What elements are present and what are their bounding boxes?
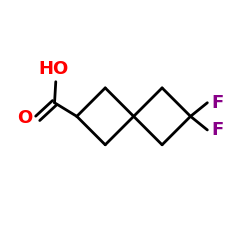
Text: HO: HO <box>38 60 68 78</box>
Text: F: F <box>212 121 224 139</box>
Text: F: F <box>212 94 224 112</box>
Text: O: O <box>18 109 33 127</box>
